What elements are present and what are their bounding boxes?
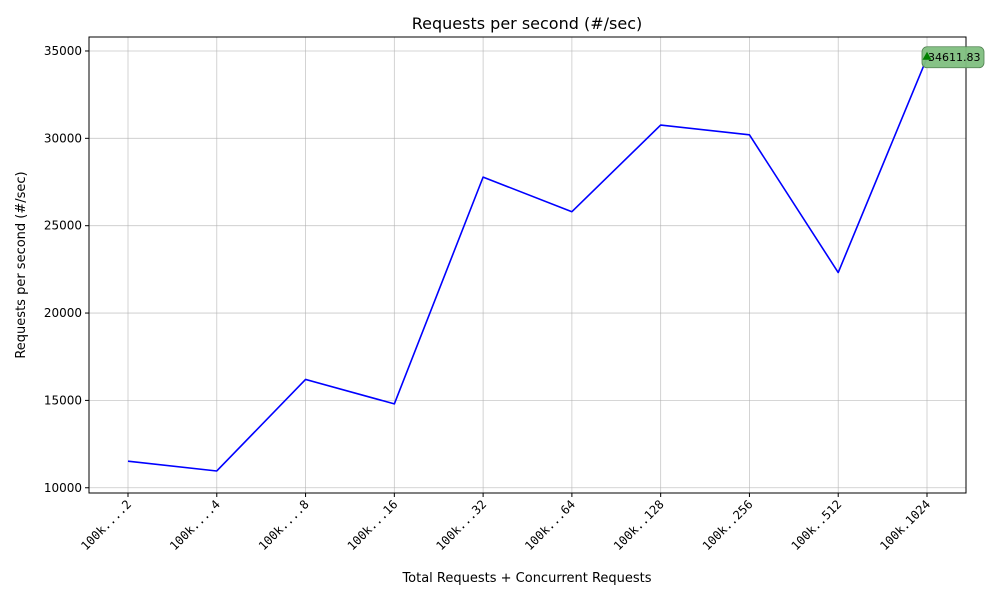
chart-title: Requests per second (#/sec) [412, 14, 642, 33]
y-tick-label: 35000 [44, 44, 82, 58]
annotation-label: 34611.83 [928, 51, 981, 64]
series-line [127, 57, 928, 472]
x-axis-label: Total Requests + Concurrent Requests [401, 571, 651, 586]
grid [89, 37, 966, 493]
annotation-layer: 34611.83 [921, 46, 985, 69]
y-tick-label: 15000 [44, 393, 82, 407]
max-point-marker [922, 51, 932, 60]
series-layer [127, 57, 928, 472]
plot-area-frame [88, 36, 967, 494]
y-tick-label: 25000 [44, 219, 82, 233]
y-tick-label: 30000 [44, 131, 82, 145]
y-tick-label: 20000 [44, 306, 82, 320]
y-axis-ticks: 10000 15000 20000 25000 30000 35000 [44, 44, 89, 495]
y-tick-label: 10000 [44, 481, 82, 495]
y-axis-label: Requests per second (#/sec) [14, 171, 29, 358]
annotation-box [921, 46, 985, 69]
